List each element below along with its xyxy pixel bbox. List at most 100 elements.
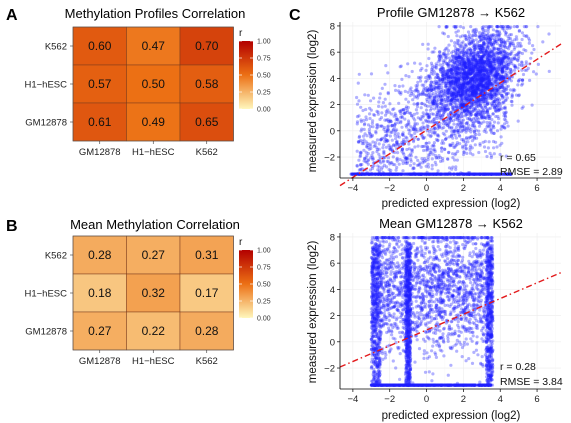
scatter-point [484,49,488,54]
scatter-point [487,95,491,99]
scatter-point [485,86,489,90]
scatter-point [508,44,512,48]
scatter-point [503,40,507,45]
scatter-point [421,115,425,119]
scatter-point [522,25,527,29]
scatter-point [463,96,467,100]
scatter-point [498,98,502,102]
heatmap-cell-value: 0.65 [195,115,219,129]
scatter-point [410,148,414,152]
scatter-point [394,137,398,141]
scatter-point [368,168,372,172]
scatter-point [421,121,425,125]
scatter-point [496,172,500,176]
heatmap-b-title: Mean Methylation Correlation [70,217,240,232]
scatter-point [468,72,473,76]
scatter-point [397,135,401,139]
scatter-point [513,64,517,68]
scatter-point [481,140,485,144]
scatter-point [459,44,463,48]
scatter-point [484,87,488,91]
scatter-point [482,145,487,149]
scatter-point [508,26,512,30]
scatter-point [457,133,461,137]
scatter-point [446,157,450,161]
scatter-point [401,84,405,88]
scatter-point [442,106,446,110]
scatter-point [457,77,461,81]
scatter-point [460,34,465,38]
scatter-point [373,113,377,117]
legend-tick-label: 0.00 [257,107,271,114]
scatter-point [472,57,476,61]
scatter-point [463,64,467,68]
scatter-point [520,60,524,64]
scatter-point [396,151,400,155]
scatter-point [471,109,475,113]
scatter-point [520,31,525,35]
scatter-point [494,79,498,83]
scatter-point [400,114,404,119]
scatter-point [424,172,428,176]
scatter-point [503,105,507,109]
scatter-point [469,51,473,55]
scatter-point [373,141,378,145]
scatter-point [371,125,375,129]
scatter-point [495,129,500,133]
scatter-point [463,34,468,38]
scatter-point [392,107,396,111]
scatter-point [461,144,465,148]
scatter-point [449,134,453,138]
heatmap-cell-value: 0.27 [142,248,166,262]
scatter-point [400,77,404,81]
scatter-point [451,76,455,80]
scatter-point [496,75,500,79]
scatter-point [407,121,411,125]
scatter-point [459,25,463,29]
scatter-point [421,144,425,149]
scatter-point [486,172,490,176]
scatter-point [481,93,485,97]
scatter-point [394,168,398,172]
scatter-point [442,77,446,81]
scatter-point [406,62,410,66]
scatter-point [457,68,461,72]
scatter-point [474,64,478,68]
scatter-point [469,144,473,148]
scatter-point [441,159,445,163]
scatter-point [443,55,447,59]
scatter-point [483,42,487,46]
scatter-point [385,172,389,176]
scatter-point [363,122,367,126]
scatter-point [465,107,469,111]
scatter-point [532,70,536,74]
scatter-point [424,119,429,123]
scatter-point [532,47,536,52]
scatter-point [382,163,387,167]
scatter-point [465,172,469,176]
scatter-point [453,82,457,86]
scatter-point [362,172,366,176]
scatter-point [440,93,444,97]
scatter-point [492,120,497,124]
scatter-point [430,172,435,176]
scatter-point [489,64,493,68]
scatter-point [467,123,471,127]
heatmap-cell-value: 0.28 [195,324,219,338]
scatter-point [517,93,521,97]
scatter-point [391,128,395,132]
scatter-point [377,104,381,108]
scatter-point [385,165,389,169]
scatter-point [448,87,452,91]
scatter-point [367,158,371,162]
scatter-point [443,133,447,137]
scatter-point [421,111,425,115]
scatter-point [476,86,480,90]
y-tick-label: 2 [330,100,335,111]
heatmap-b: Mean Methylation Correlation 0.28 0.27 0.3… [24,217,270,367]
scatter-point [466,79,470,83]
scatter-point [525,34,529,38]
scatter-point [373,172,377,176]
scatter-point [434,137,438,142]
scatter-point [501,76,505,80]
